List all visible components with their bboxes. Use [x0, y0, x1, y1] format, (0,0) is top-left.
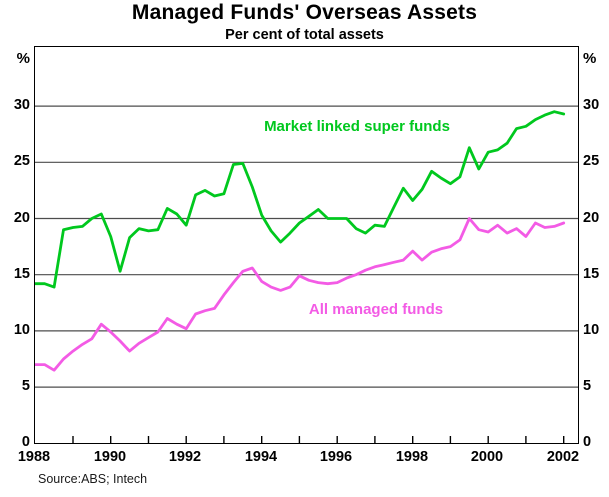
- x-axis-label-1994: 1994: [244, 449, 278, 465]
- y-axis-unit-left: %: [16, 50, 30, 67]
- series-line-market-linked-super-funds: [35, 110, 566, 289]
- y-axis-unit-right: %: [583, 50, 597, 67]
- x-axis-label-1992: 1992: [168, 449, 202, 465]
- y-axis-label-r-10: 10: [583, 322, 600, 338]
- y-axis-label-l-0: 0: [21, 434, 30, 450]
- x-axis-label-2002: 2002: [546, 449, 580, 465]
- series-label-market-linked-super-funds: Market linked super funds: [264, 118, 450, 135]
- y-axis-label-r-0: 0: [583, 434, 592, 450]
- x-axis-label-1990: 1990: [93, 449, 127, 465]
- y-axis-label-r-15: 15: [583, 266, 600, 282]
- chart-subtitle: Per cent of total assets: [225, 27, 384, 43]
- line-chart-canvas: [35, 105, 578, 443]
- x-axis-label-1996: 1996: [319, 449, 353, 465]
- y-axis-label-r-5: 5: [583, 378, 592, 394]
- y-axis-label-r-20: 20: [583, 210, 600, 226]
- source-note: Source:ABS; Intech: [38, 472, 148, 486]
- chart-title: Managed Funds' Overseas Assets: [131, 1, 478, 24]
- series-line-all-managed-funds: [35, 217, 566, 372]
- y-axis-label-l-20: 20: [13, 210, 30, 226]
- y-axis-label-l-10: 10: [13, 322, 30, 338]
- x-axis-label-2000: 2000: [470, 449, 504, 465]
- plot-area: [34, 46, 579, 444]
- y-axis-label-l-5: 5: [21, 378, 30, 394]
- x-axis-label-1998: 1998: [395, 449, 429, 465]
- y-axis-label-r-25: 25: [583, 153, 600, 169]
- y-axis-label-l-30: 30: [13, 97, 30, 113]
- y-axis-label-r-30: 30: [583, 97, 600, 113]
- series-label-all-managed-funds: All managed funds: [308, 301, 444, 318]
- y-axis-label-l-15: 15: [13, 266, 30, 282]
- y-axis-label-l-25: 25: [13, 153, 30, 169]
- x-axis-label-1988: 1988: [17, 449, 51, 465]
